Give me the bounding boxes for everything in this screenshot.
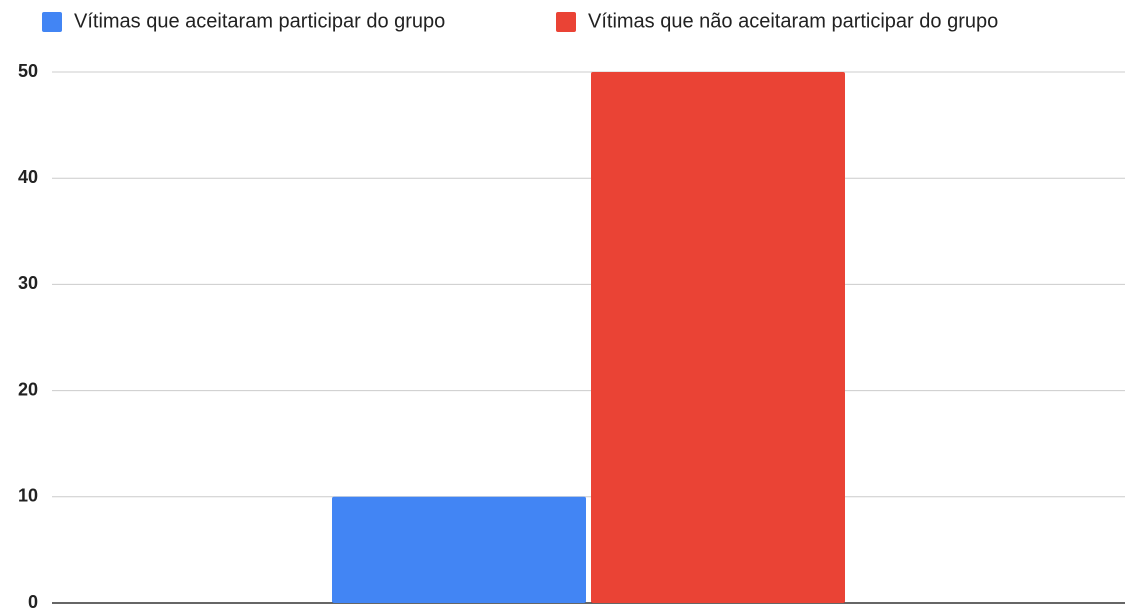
legend-swatch	[556, 12, 576, 32]
y-tick-label: 10	[18, 486, 38, 506]
y-tick-label: 50	[18, 61, 38, 81]
bar	[591, 72, 845, 603]
legend-label: Vítimas que não aceitaram participar do …	[588, 10, 998, 32]
legend-label: Vítimas que aceitaram participar do grup…	[74, 10, 445, 32]
legend-swatch	[42, 12, 62, 32]
y-tick-label: 30	[18, 273, 38, 293]
y-tick-label: 0	[28, 592, 38, 612]
y-tick-label: 20	[18, 379, 38, 399]
bar	[332, 496, 586, 603]
y-tick-label: 40	[18, 167, 38, 187]
